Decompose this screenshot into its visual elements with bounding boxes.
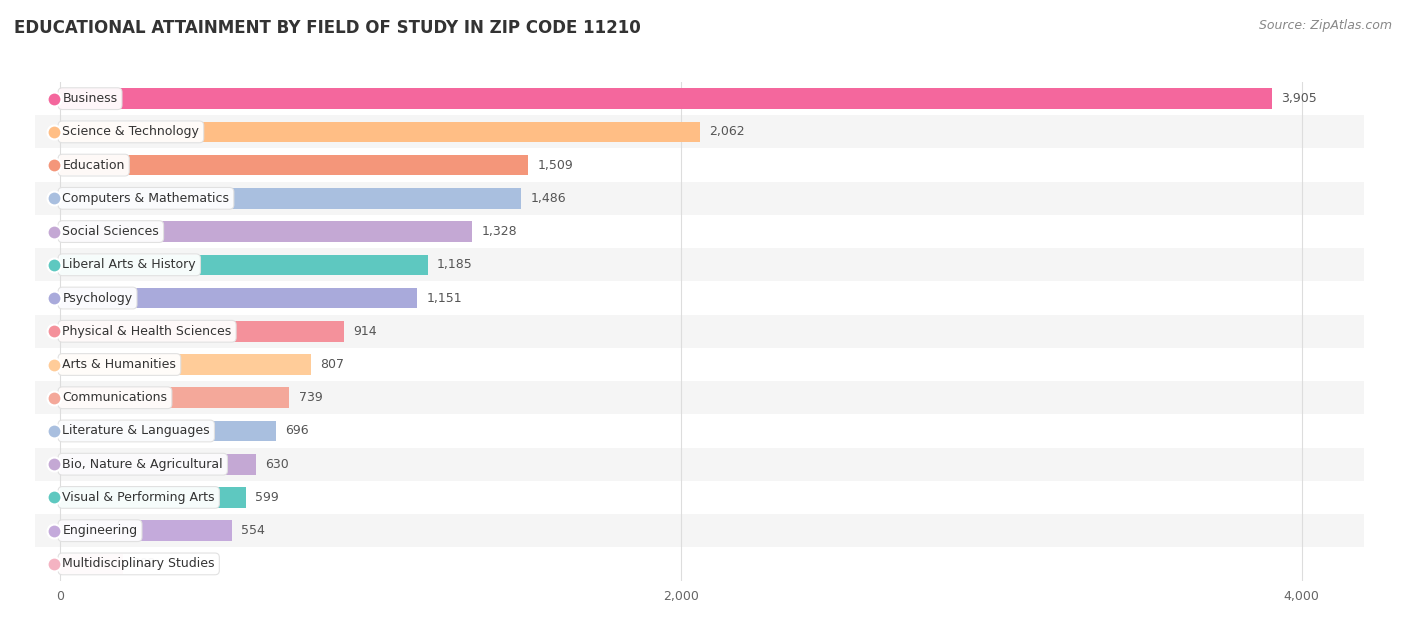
Bar [35,481,1364,514]
Bar [60,421,276,441]
Bar [35,82,1364,115]
Text: EDUCATIONAL ATTAINMENT BY FIELD OF STUDY IN ZIP CODE 11210: EDUCATIONAL ATTAINMENT BY FIELD OF STUDY… [14,19,641,37]
Bar [60,88,1272,109]
Text: Arts & Humanities: Arts & Humanities [62,358,176,371]
Bar [35,281,1364,315]
Bar [35,315,1364,348]
Text: Multidisciplinary Studies: Multidisciplinary Studies [62,557,215,570]
Text: 2,062: 2,062 [710,126,745,138]
Text: 739: 739 [298,391,322,404]
Bar [60,487,246,508]
Bar [60,122,700,142]
Text: 1,486: 1,486 [530,192,567,205]
Bar [35,248,1364,281]
Text: 1,509: 1,509 [537,158,574,172]
Bar [35,514,1364,547]
Text: Social Sciences: Social Sciences [62,225,159,238]
Text: 914: 914 [353,325,377,338]
Text: Engineering: Engineering [62,524,138,537]
Text: 1,151: 1,151 [426,292,463,305]
Text: 599: 599 [256,491,278,504]
Bar [60,521,232,541]
Bar [35,547,1364,581]
Text: Business: Business [62,92,118,105]
Text: 1,328: 1,328 [482,225,517,238]
Text: Liberal Arts & History: Liberal Arts & History [62,258,195,271]
Text: Source: ZipAtlas.com: Source: ZipAtlas.com [1258,19,1392,32]
Bar [35,447,1364,481]
Bar [35,415,1364,447]
Text: 554: 554 [242,524,266,537]
Text: Education: Education [62,158,125,172]
Bar [60,188,522,209]
Bar [60,321,343,341]
Text: 630: 630 [264,457,288,471]
Bar [35,381,1364,415]
Bar [60,387,290,408]
Bar [35,182,1364,215]
Bar [60,254,427,275]
Bar [35,148,1364,182]
Bar [35,215,1364,248]
Bar [60,454,256,475]
Bar [60,553,122,574]
Bar [60,288,418,309]
Text: Visual & Performing Arts: Visual & Performing Arts [62,491,215,504]
Text: 696: 696 [285,425,309,437]
Bar [35,348,1364,381]
Text: 807: 807 [319,358,344,371]
Text: Computers & Mathematics: Computers & Mathematics [62,192,229,205]
Text: Literature & Languages: Literature & Languages [62,425,209,437]
Text: Physical & Health Sciences: Physical & Health Sciences [62,325,232,338]
Text: Communications: Communications [62,391,167,404]
Text: 3,905: 3,905 [1281,92,1317,105]
Text: Bio, Nature & Agricultural: Bio, Nature & Agricultural [62,457,224,471]
Text: Psychology: Psychology [62,292,132,305]
Bar [60,354,311,375]
Bar [60,221,472,242]
Bar [60,155,529,175]
Text: Science & Technology: Science & Technology [62,126,200,138]
Bar [35,115,1364,148]
Text: 1,185: 1,185 [437,258,472,271]
Text: 202: 202 [132,557,156,570]
